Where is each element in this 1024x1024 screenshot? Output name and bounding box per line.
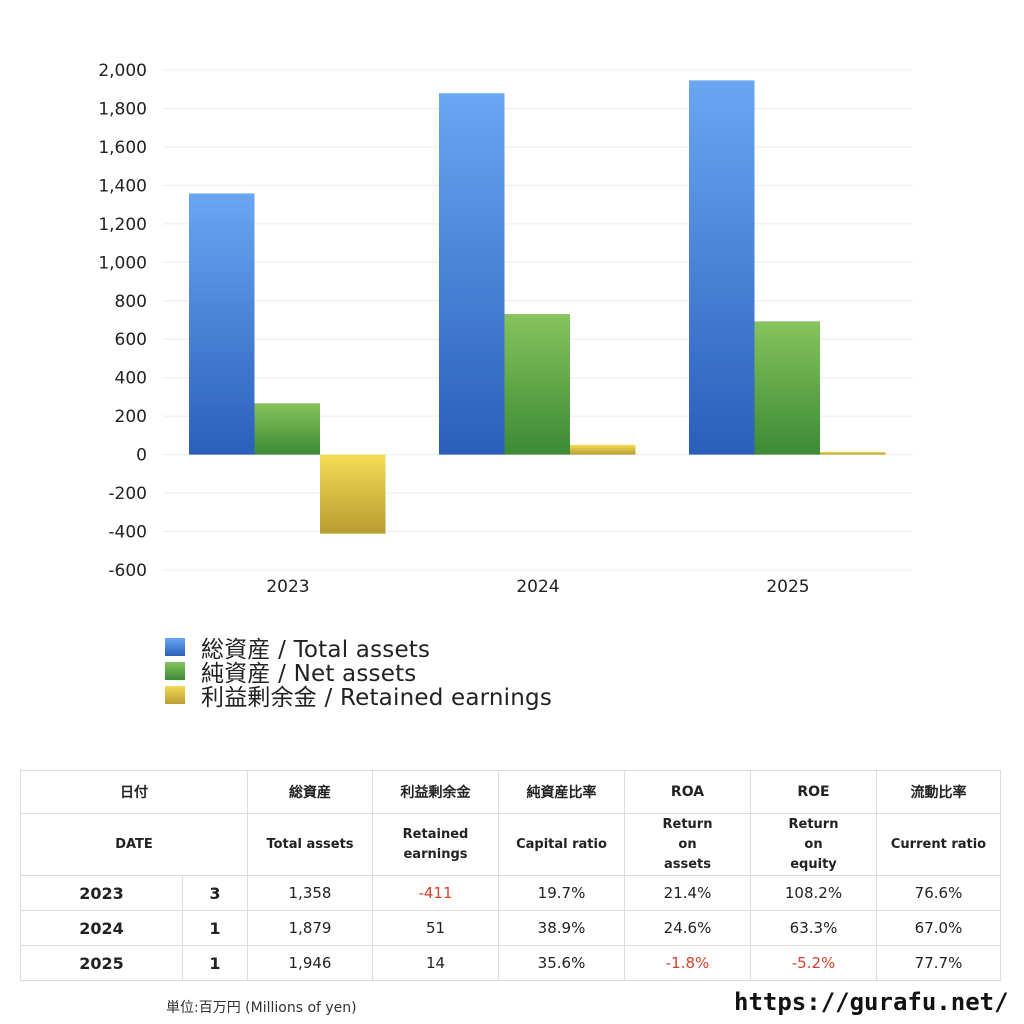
header-total-assets-jp: 総資産 (247, 770, 373, 814)
bar-net-assets (504, 314, 570, 455)
row-roa: 21.4% (624, 875, 751, 911)
bar-total-assets (689, 80, 755, 455)
bar-retained-earnings (320, 454, 386, 534)
row-roe: -5.2% (750, 945, 877, 981)
row-retained: 14 (372, 945, 499, 981)
row-year: 2025 (20, 945, 183, 981)
row-capital-ratio: 38.9% (498, 910, 625, 946)
y-tick-label: 1,400 (98, 176, 147, 196)
legend-swatch-retained-earnings (165, 686, 185, 704)
bar-retained-earnings (820, 451, 886, 455)
y-tick-label: 1,600 (98, 138, 147, 158)
row-year: 2023 (20, 875, 183, 911)
y-tick-label: 200 (115, 407, 147, 427)
legend-swatch-net-assets (165, 662, 185, 680)
header-total-assets-en: Total assets (247, 813, 373, 876)
row-total-assets: 1,879 (247, 910, 373, 946)
row-roe: 63.3% (750, 910, 877, 946)
y-tick-label: -400 (108, 523, 147, 543)
legend-item-total-assets: 総資産 / Total assets (165, 635, 552, 663)
table-row: 2024 1 1,879 51 38.9% 24.6% 63.3% 67.0% (20, 910, 1001, 946)
legend-swatch-total-assets (165, 638, 185, 656)
header-current-ratio-en: Current ratio (876, 813, 1001, 876)
y-tick-label: -200 (108, 484, 147, 504)
x-tick-label: 2025 (766, 577, 809, 597)
header-roa-jp: ROA (624, 770, 751, 814)
row-retained: -411 (372, 875, 499, 911)
chart-legend: 総資産 / Total assets 純資産 / Net assets 利益剰余… (165, 635, 552, 711)
bar-net-assets (254, 403, 320, 455)
row-roa: -1.8% (624, 945, 751, 981)
header-date-jp: 日付 (20, 770, 248, 814)
row-months: 1 (182, 945, 248, 981)
table-row: 2023 3 1,358 -411 19.7% 21.4% 108.2% 76.… (20, 875, 1001, 911)
row-total-assets: 1,358 (247, 875, 373, 911)
header-capital-ratio-en: Capital ratio (498, 813, 625, 876)
row-capital-ratio: 35.6% (498, 945, 625, 981)
site-url: https://gurafu.net/ (734, 988, 1009, 1016)
bar-retained-earnings (570, 444, 636, 455)
header-retained-jp: 利益剰余金 (372, 770, 499, 814)
row-year: 2024 (20, 910, 183, 946)
y-tick-label: 1,000 (98, 253, 147, 273)
y-tick-label: 800 (115, 292, 147, 312)
row-total-assets: 1,946 (247, 945, 373, 981)
legend-label-retained-earnings: 利益剰余金 / Retained earnings (201, 685, 553, 711)
table-header-en: DATE Total assets Retained earnings Capi… (20, 813, 1001, 876)
legend-item-net-assets: 純資産 / Net assets (165, 659, 552, 687)
header-roa-en: Return on assets (624, 813, 751, 876)
row-roe: 108.2% (750, 875, 877, 911)
bar-total-assets (189, 193, 255, 455)
header-roe-jp: ROE (750, 770, 877, 814)
table-header-jp: 日付 総資産 利益剰余金 純資産比率 ROA ROE 流動比率 (20, 770, 1001, 814)
bar-net-assets (754, 321, 820, 455)
row-roa: 24.6% (624, 910, 751, 946)
header-date-en: DATE (20, 813, 248, 876)
row-months: 1 (182, 910, 248, 946)
y-tick-label: 600 (115, 330, 147, 350)
bar-chart: 2,000 1,800 1,600 1,400 1,200 1,000 800 600 400 2… (98, 61, 913, 597)
y-tick-label: 400 (115, 369, 147, 389)
row-retained: 51 (372, 910, 499, 946)
unit-note: 単位:百万円 (Millions of yen) (166, 1000, 357, 1016)
x-tick-label: 2023 (266, 577, 309, 597)
header-retained-en: Retained earnings (372, 813, 499, 876)
bar-total-assets (439, 93, 505, 455)
y-tick-label: 2,000 (98, 61, 147, 81)
y-tick-label: 1,800 (98, 99, 147, 119)
legend-item-retained-earnings: 利益剰余金 / Retained earnings (165, 683, 552, 711)
table-row: 2025 1 1,946 14 35.6% -1.8% -5.2% 77.7% (20, 945, 1001, 981)
y-tick-label: -600 (108, 561, 147, 581)
header-capital-ratio-jp: 純資産比率 (498, 770, 625, 814)
legend-label-total-assets: 総資産 / Total assets (201, 637, 431, 663)
header-roe-en: Return on equity (750, 813, 877, 876)
row-current-ratio: 67.0% (876, 910, 1001, 946)
row-current-ratio: 76.6% (876, 875, 1001, 911)
y-tick-label: 0 (136, 446, 147, 466)
header-current-ratio-jp: 流動比率 (876, 770, 1001, 814)
row-current-ratio: 77.7% (876, 945, 1001, 981)
x-tick-label: 2024 (516, 577, 559, 597)
legend-label-net-assets: 純資産 / Net assets (201, 661, 417, 687)
row-capital-ratio: 19.7% (498, 875, 625, 911)
financial-table: 日付 総資産 利益剰余金 純資産比率 ROA ROE 流動比率 DATE Tot… (20, 770, 1001, 981)
row-months: 3 (182, 875, 248, 911)
y-tick-label: 1,200 (98, 215, 147, 235)
